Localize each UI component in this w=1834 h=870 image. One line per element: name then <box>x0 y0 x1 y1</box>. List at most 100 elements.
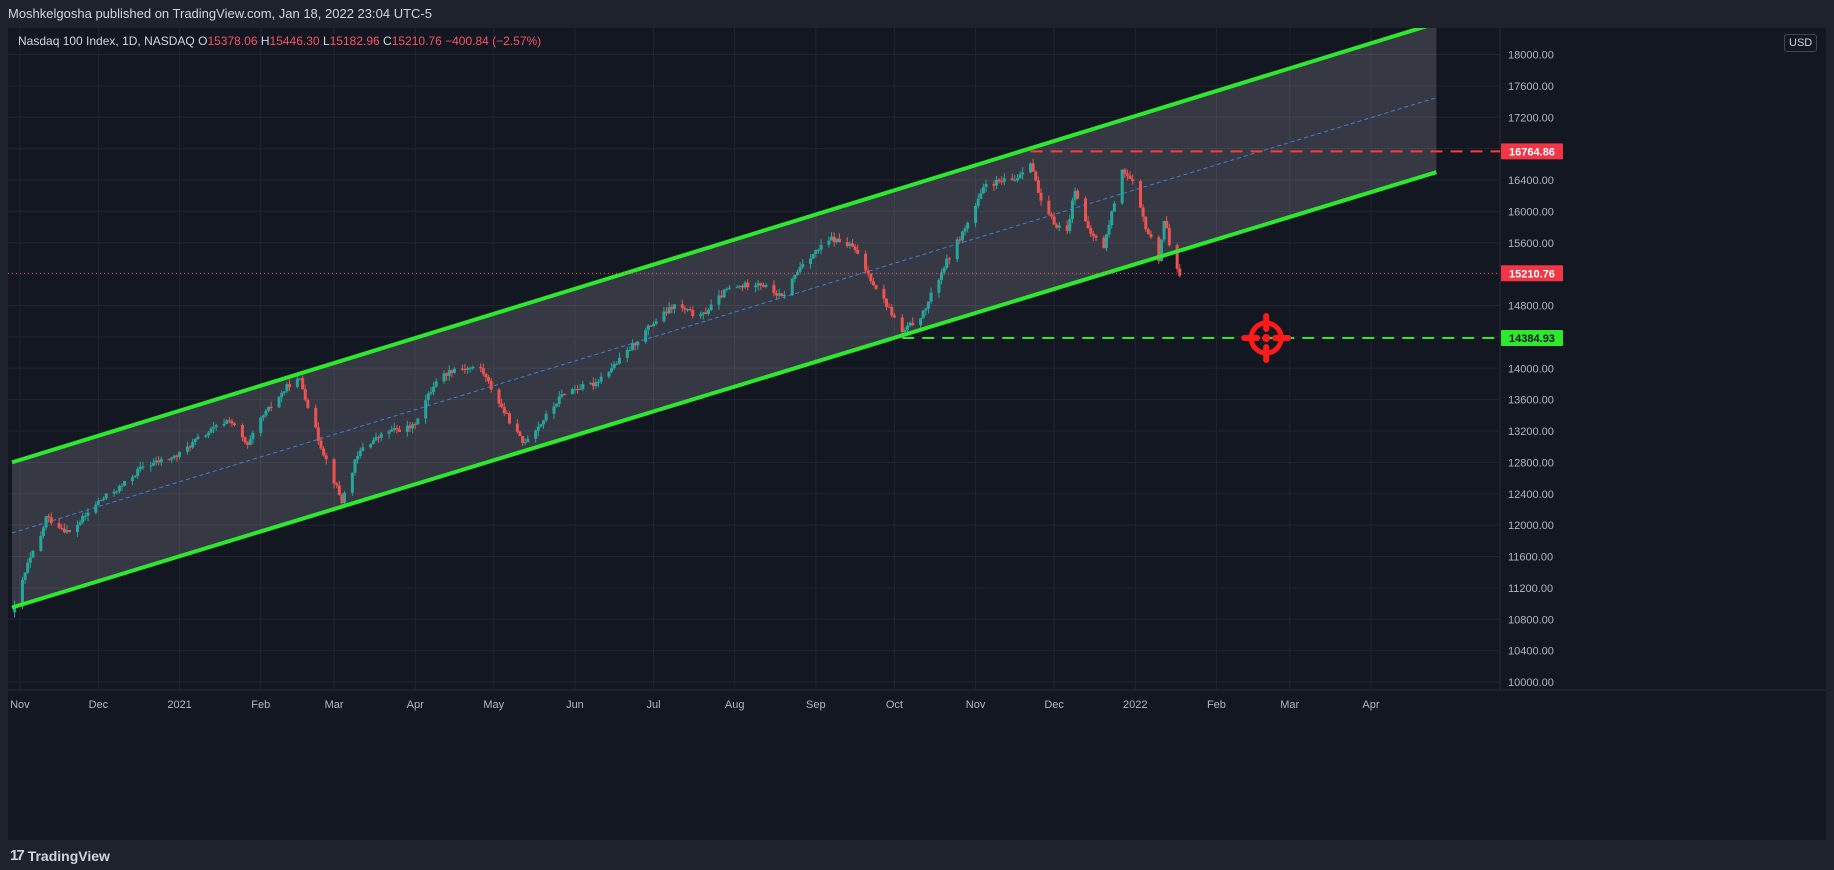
candle-body[interactable] <box>780 293 784 297</box>
candle-body[interactable] <box>75 524 79 533</box>
candle-body[interactable] <box>555 403 559 407</box>
candle-body[interactable] <box>644 330 648 342</box>
candle-body[interactable] <box>709 304 713 311</box>
candle-body[interactable] <box>1167 228 1171 246</box>
candle-body[interactable] <box>1131 178 1135 182</box>
candle-body[interactable] <box>83 515 87 517</box>
candle-body[interactable] <box>1052 216 1056 225</box>
candle-body[interactable] <box>887 306 891 308</box>
candle-body[interactable] <box>41 527 45 536</box>
candle-body[interactable] <box>240 425 244 438</box>
candle-body[interactable] <box>921 310 925 319</box>
candle-body[interactable] <box>1165 221 1169 229</box>
candle-body[interactable] <box>1086 221 1090 228</box>
candle-body[interactable] <box>507 413 511 424</box>
candle-body[interactable] <box>699 314 703 316</box>
candle-body[interactable] <box>994 179 998 186</box>
candle-body[interactable] <box>319 440 323 449</box>
candle-body[interactable] <box>149 465 153 467</box>
candle-body[interactable] <box>1112 203 1116 212</box>
candle-body[interactable] <box>227 420 231 422</box>
candle-body[interactable] <box>167 459 171 461</box>
candle-body[interactable] <box>243 437 247 443</box>
candle-body[interactable] <box>453 368 457 373</box>
candle-body[interactable] <box>442 373 446 382</box>
candle-body[interactable] <box>1128 175 1132 179</box>
candle-body[interactable] <box>481 368 485 374</box>
candle-body[interactable] <box>487 377 491 382</box>
candle-body[interactable] <box>864 253 868 271</box>
candle-body[interactable] <box>424 400 428 419</box>
candle-body[interactable] <box>251 432 255 440</box>
candle-body[interactable] <box>479 366 483 369</box>
candle-body[interactable] <box>49 517 53 524</box>
candle-body[interactable] <box>1010 178 1014 181</box>
candle-body[interactable] <box>314 407 318 428</box>
candle-body[interactable] <box>735 286 739 288</box>
candle-body[interactable] <box>536 426 540 431</box>
candle-body[interactable] <box>651 323 655 327</box>
candle-body[interactable] <box>44 516 48 528</box>
candle-body[interactable] <box>39 535 43 551</box>
candle-body[interactable] <box>96 500 100 505</box>
candle-body[interactable] <box>720 295 724 298</box>
candle-body[interactable] <box>688 309 692 311</box>
candle-body[interactable] <box>374 437 378 441</box>
candle-body[interactable] <box>466 368 470 370</box>
candle-body[interactable] <box>99 499 103 501</box>
candle-body[interactable] <box>259 417 263 433</box>
candle-body[interactable] <box>974 205 978 223</box>
candle-body[interactable] <box>20 579 24 606</box>
candle-body[interactable] <box>120 485 124 487</box>
candle-body[interactable] <box>1102 237 1106 249</box>
candle-body[interactable] <box>591 382 595 387</box>
candle-body[interactable] <box>1000 181 1004 183</box>
candle-body[interactable] <box>306 399 310 408</box>
candle-body[interactable] <box>837 238 841 243</box>
candle-body[interactable] <box>573 389 577 391</box>
candle-body[interactable] <box>285 384 289 392</box>
candle-body[interactable] <box>151 462 155 466</box>
candle-body[interactable] <box>23 572 27 580</box>
candle-body[interactable] <box>578 389 582 391</box>
candle-body[interactable] <box>631 343 635 350</box>
candle-body[interactable] <box>398 429 402 432</box>
candle-body[interactable] <box>322 448 326 456</box>
candle-body[interactable] <box>1094 235 1098 238</box>
candle-body[interactable] <box>599 376 603 382</box>
candle-body[interactable] <box>172 455 176 458</box>
candle-body[interactable] <box>683 307 687 310</box>
candle-body[interactable] <box>612 364 616 369</box>
candle-body[interactable] <box>246 442 250 445</box>
candle-body[interactable] <box>701 312 705 315</box>
candle-body[interactable] <box>691 310 695 316</box>
candle-body[interactable] <box>130 477 134 482</box>
candle-body[interactable] <box>47 516 51 518</box>
candle-body[interactable] <box>777 293 781 296</box>
candle-body[interactable] <box>432 386 436 393</box>
candle-body[interactable] <box>746 282 750 288</box>
candle-body[interactable] <box>288 384 292 387</box>
candle-body[interactable] <box>827 240 831 245</box>
candle-body[interactable] <box>500 403 504 408</box>
candle-body[interactable] <box>1065 225 1069 231</box>
candle-body[interactable] <box>963 228 967 232</box>
candle-body[interactable] <box>670 307 674 310</box>
candle-body[interactable] <box>560 394 564 397</box>
candle-body[interactable] <box>874 285 878 289</box>
candle-body[interactable] <box>489 381 493 390</box>
candle-body[interactable] <box>450 370 454 373</box>
candle-body[interactable] <box>759 283 763 286</box>
candle-body[interactable] <box>646 325 650 331</box>
candle-body[interactable] <box>445 373 449 376</box>
candle-body[interactable] <box>761 285 765 287</box>
candle-body[interactable] <box>178 451 182 457</box>
candle-body[interactable] <box>1141 207 1145 217</box>
candle-body[interactable] <box>447 370 451 376</box>
candle-body[interactable] <box>94 504 98 513</box>
candle-body[interactable] <box>102 498 106 500</box>
candle-body[interactable] <box>295 379 299 387</box>
candle-body[interactable] <box>790 278 794 295</box>
candle-body[interactable] <box>358 450 362 456</box>
candle-body[interactable] <box>248 439 252 445</box>
